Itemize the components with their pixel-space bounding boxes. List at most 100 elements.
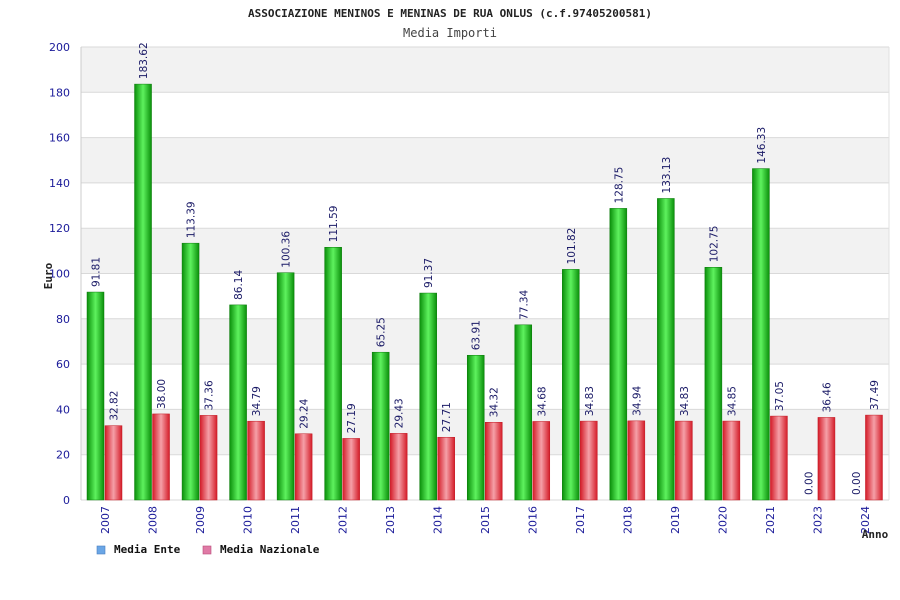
data-label-media-nazionale-2019: 34.83	[679, 386, 691, 416]
data-label-media-ente-2021: 146.33	[756, 127, 768, 164]
x-tick-label-2023: 2023	[812, 506, 825, 534]
bar-media-ente-2017	[562, 269, 580, 501]
x-tick-label-2024: 2024	[859, 506, 872, 534]
x-tick-label-2011: 2011	[289, 506, 302, 534]
bar-labels: 91.81 32.82 183.62 38.00 113.39 37.36 86.14 34.…	[91, 42, 881, 495]
x-tick-label-2015: 2015	[479, 506, 492, 534]
x-tick-label-2009: 2009	[194, 506, 207, 534]
y-tick-label: 100	[49, 268, 70, 281]
y-tick-label: 80	[56, 313, 70, 326]
x-tick-label-2016: 2016	[527, 506, 540, 534]
data-label-media-ente-2009: 113.39	[186, 201, 198, 238]
data-label-media-nazionale-2018: 34.94	[631, 385, 643, 415]
y-axis-label: Euro	[42, 262, 55, 289]
x-tick-label-2021: 2021	[764, 506, 777, 534]
y-tick-label: 140	[49, 177, 70, 190]
legend: Media Ente Media Nazionale	[96, 543, 320, 556]
data-label-media-nazionale-2023: 36.46	[821, 382, 833, 412]
bar-media-ente-2021	[752, 168, 770, 501]
data-label-media-ente-2013: 65.25	[376, 317, 388, 347]
bar-media-ente-2009	[181, 242, 200, 501]
y-tick-label: 0	[63, 494, 70, 507]
data-label-media-ente-2017: 101.82	[566, 228, 578, 265]
legend-label-media-nazionale: Media Nazionale	[220, 543, 320, 556]
bar-media-nazionale-2009	[199, 415, 218, 501]
data-label-media-ente-2014: 91.37	[423, 258, 435, 288]
data-label-media-ente-2011: 100.36	[281, 231, 293, 268]
data-label-media-ente-2012: 111.59	[328, 205, 340, 242]
data-label-media-nazionale-2011: 29.24	[299, 398, 311, 428]
data-label-media-ente-2024: 0.00	[851, 472, 863, 495]
bar-media-ente-2014	[419, 292, 437, 501]
data-label-media-nazionale-2015: 34.32	[489, 387, 501, 417]
x-tick-label-2014: 2014	[431, 506, 444, 534]
x-tick-label-2019: 2019	[669, 506, 682, 534]
bar-media-ente-2008	[134, 83, 152, 501]
bar-media-nazionale-2011	[294, 433, 313, 501]
bar-media-ente-2020	[704, 267, 723, 501]
x-tick-label-2007: 2007	[99, 506, 112, 534]
bar-media-nazionale-2008	[152, 413, 170, 501]
data-label-media-nazionale-2007: 32.82	[109, 391, 121, 421]
data-label-media-nazionale-2014: 27.71	[441, 402, 453, 432]
data-label-media-nazionale-2009: 37.36	[204, 380, 216, 410]
x-tick-label-2017: 2017	[574, 506, 587, 534]
data-label-media-nazionale-2013: 29.43	[394, 398, 406, 428]
x-axis-label: Anno	[862, 528, 889, 541]
chart-subtitle: Media Importi	[403, 26, 497, 40]
bar-media-ente-2015	[466, 354, 485, 501]
bar-media-ente-2018	[609, 208, 628, 501]
bar-media-nazionale-2007	[104, 425, 123, 501]
data-label-media-ente-2023: 0.00	[803, 472, 815, 495]
bar-media-ente-2007	[86, 291, 105, 501]
y-tick-label: 20	[56, 449, 70, 462]
y-tick-label: 120	[49, 222, 70, 235]
bar-media-nazionale-2016	[532, 421, 551, 501]
bar-media-ente-2011	[276, 272, 295, 501]
legend-swatch-media-nazionale	[202, 545, 212, 555]
bar-media-nazionale-2019	[675, 420, 693, 501]
y-tick-label: 160	[49, 132, 70, 145]
y-axis: 0 20 40 60 80 100 120 140 160 180 200	[49, 41, 70, 507]
bar-media-nazionale-2015	[484, 422, 503, 501]
bar-media-ente-2012	[324, 246, 342, 501]
chart-title: ASSOCIAZIONE MENINOS E MENINAS DE RUA ON…	[248, 7, 652, 20]
bar-media-ente-2019	[657, 198, 675, 501]
legend-label-media-ente: Media Ente	[114, 543, 181, 556]
bar-media-ente-2016	[514, 324, 533, 501]
bar-media-nazionale-2018	[627, 420, 646, 501]
data-label-media-ente-2018: 128.75	[613, 167, 625, 204]
data-label-media-nazionale-2008: 38.00	[156, 379, 168, 409]
bar-media-ente-2013	[371, 351, 390, 501]
data-label-media-nazionale-2010: 34.79	[251, 386, 263, 416]
bar-media-nazionale-2014	[437, 436, 455, 501]
bar-media-nazionale-2012	[342, 438, 360, 501]
data-label-media-nazionale-2012: 27.19	[346, 403, 358, 433]
data-label-media-nazionale-2021: 37.05	[774, 381, 786, 411]
bar-media-ente-2010	[229, 304, 247, 501]
x-tick-label-2008: 2008	[146, 506, 159, 534]
data-label-media-nazionale-2017: 34.83	[584, 386, 596, 416]
bar-media-nazionale-2020	[722, 420, 741, 501]
data-label-media-nazionale-2024: 37.49	[869, 380, 881, 410]
data-label-media-nazionale-2020: 34.85	[726, 386, 738, 416]
legend-swatch-media-ente	[96, 545, 106, 555]
bar-media-nazionale-2017	[580, 420, 598, 501]
bar-media-nazionale-2021	[770, 415, 788, 501]
x-tick-label-2013: 2013	[384, 506, 397, 534]
data-label-media-ente-2015: 63.91	[471, 320, 483, 350]
y-tick-label: 40	[56, 403, 70, 416]
data-label-media-ente-2020: 102.75	[708, 226, 720, 263]
bars	[86, 83, 883, 501]
bar-media-nazionale-2013	[389, 433, 408, 501]
data-label-media-ente-2010: 86.14	[233, 270, 245, 300]
x-tick-label-2010: 2010	[241, 506, 254, 534]
bar-media-nazionale-2023	[817, 417, 836, 501]
x-tick-label-2018: 2018	[622, 506, 635, 534]
data-label-media-nazionale-2016: 34.68	[536, 386, 548, 416]
y-tick-label: 60	[56, 358, 70, 371]
data-label-media-ente-2019: 133.13	[661, 157, 673, 194]
bar-media-nazionale-2024	[865, 414, 883, 501]
x-axis: 2007 2008 2009 2010 2011 2012 2013 2014 2015 2016…	[99, 506, 872, 534]
